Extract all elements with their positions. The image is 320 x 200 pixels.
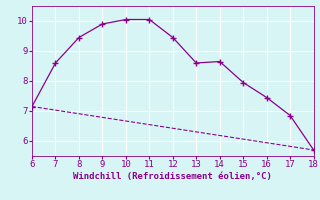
X-axis label: Windchill (Refroidissement éolien,°C): Windchill (Refroidissement éolien,°C): [73, 172, 272, 181]
